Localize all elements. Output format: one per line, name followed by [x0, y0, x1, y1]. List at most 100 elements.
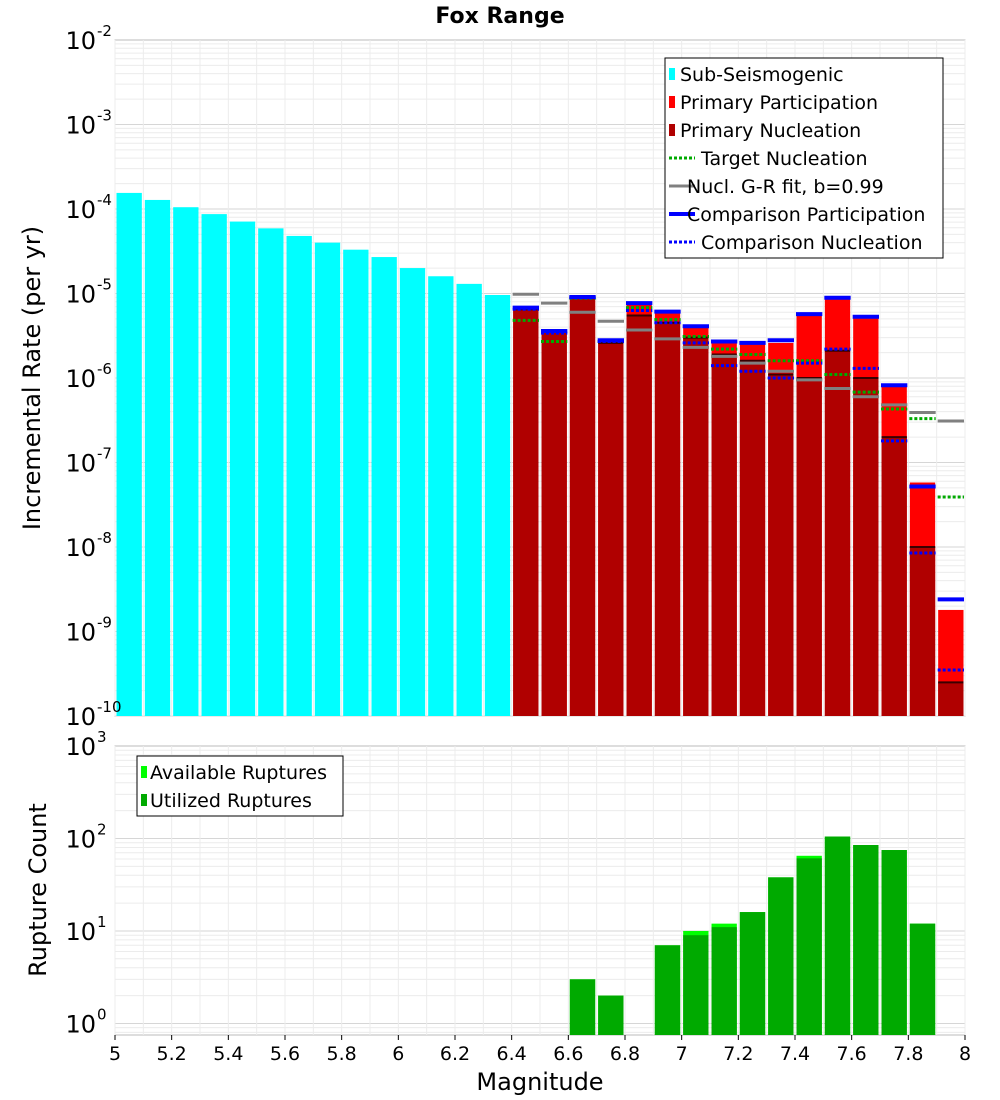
utilized-ruptures-bar	[909, 923, 936, 1035]
legend-label-primary-participation: Primary Participation	[680, 92, 878, 114]
legend-label-nucl-g-r-fit-b-0-99: Nucl. G-R fit, b=0.99	[687, 176, 884, 198]
primary-nucleation-bar	[683, 337, 709, 716]
utilized-ruptures-bar	[711, 927, 737, 1035]
x-axis-label: Magnitude	[476, 1068, 603, 1096]
utilized-ruptures-bar	[824, 836, 851, 1035]
x-tick-label: 8	[959, 1043, 971, 1065]
sub-seismogenic-bar	[229, 221, 256, 716]
bottom-legend: Available Ruptures Utilized Ruptures	[136, 755, 344, 817]
bottom-legend-box	[136, 755, 344, 817]
legend-swatch-available-ruptures	[141, 766, 147, 778]
utilized-ruptures-bar	[569, 979, 596, 1035]
x-tick-label: 5.4	[213, 1043, 243, 1065]
x-tick-label: 6.6	[553, 1043, 583, 1065]
utilized-ruptures-bar	[853, 845, 879, 1035]
sub-seismogenic-bar	[258, 228, 284, 716]
utilized-ruptures-bar	[768, 877, 794, 1035]
bottom-y-tick-exponent: 0	[97, 1005, 107, 1023]
x-tick-label: 6.8	[610, 1043, 640, 1065]
primary-nucleation-bar	[853, 378, 879, 716]
x-tick-label: 7.6	[837, 1043, 867, 1065]
legend-label-primary-nucleation: Primary Nucleation	[680, 120, 861, 142]
utilized-ruptures-bar	[739, 912, 766, 1035]
sub-seismogenic-bar	[371, 257, 397, 716]
primary-nucleation-bar	[711, 354, 737, 716]
utilized-ruptures-bar	[654, 945, 681, 1035]
x-tick-label: 7.2	[723, 1043, 753, 1065]
sub-seismogenic-bar	[343, 249, 369, 716]
bottom-y-tick-exponent: 3	[97, 728, 107, 746]
top-y-axis-label: Incremental Rate (per yr)	[18, 226, 46, 530]
sub-seismogenic-bar	[484, 294, 511, 716]
top-bars	[116, 192, 964, 717]
sub-seismogenic-bar	[456, 283, 482, 716]
top-y-tick-label: 10	[65, 450, 96, 478]
sub-seismogenic-bar	[314, 242, 341, 717]
bottom-gridlines	[114, 746, 966, 1035]
x-tick-label: 6	[392, 1043, 404, 1065]
top-y-tick-exponent: -2	[97, 22, 112, 40]
bottom-y-tick-label: 10	[65, 733, 96, 761]
x-tick-label: 7.8	[893, 1043, 923, 1065]
primary-nucleation-bar	[654, 322, 681, 716]
top-y-tick-label: 10	[65, 534, 96, 562]
primary-nucleation-bar	[796, 378, 822, 716]
top-y-tick-exponent: -6	[97, 360, 112, 378]
primary-nucleation-bar	[768, 374, 794, 716]
sub-seismogenic-bar	[173, 207, 199, 716]
primary-nucleation-bar	[881, 437, 907, 716]
bottom-y-tick-label: 10	[65, 918, 96, 946]
x-tick-label: 6.4	[497, 1043, 527, 1065]
top-rate-markers	[512, 292, 964, 672]
bottom-bars	[569, 836, 936, 1035]
x-tick-label: 5.6	[270, 1043, 300, 1065]
utilized-ruptures-bar	[881, 850, 907, 1035]
primary-nucleation-bar	[824, 350, 851, 716]
bottom-x-ticks: 5 5.2 5.4 5.6 5.8 6 6.2 6.4 6.6 6.8 7 7.2 7.4 7.6 7.8 8	[109, 1035, 971, 1065]
primary-nucleation-bar	[541, 332, 567, 716]
primary-nucleation-bar	[569, 297, 596, 716]
top-y-tick-exponent: -8	[97, 529, 112, 547]
top-y-tick-label: 10	[65, 281, 96, 309]
top-y-tick-label: 10	[65, 365, 96, 393]
chart-title: Fox Range	[435, 4, 564, 29]
top-y-tick-label: 10	[65, 196, 96, 224]
legend-swatch-utilized-ruptures	[141, 794, 147, 806]
bottom-y-tick-label: 10	[65, 825, 96, 853]
x-tick-label: 7	[676, 1043, 688, 1065]
sub-seismogenic-bar	[399, 268, 426, 716]
legend-swatch-primary-nucleation	[669, 124, 675, 136]
top-y-tick-label: 10	[65, 703, 96, 731]
top-legend: Sub-Seismogenic Primary Participation Prim…	[664, 57, 944, 259]
sub-seismogenic-bar	[428, 276, 454, 716]
legend-swatch-sub-seismogenic	[669, 68, 675, 80]
sub-seismogenic-bar	[286, 235, 312, 716]
legend-label-sub-seismogenic: Sub-Seismogenic	[680, 64, 844, 86]
x-tick-label: 5.8	[327, 1043, 357, 1065]
sub-seismogenic-bar	[201, 214, 227, 716]
x-tick-label: 6.2	[440, 1043, 470, 1065]
legend-label-comparison-nucleation: Comparison Nucleation	[701, 232, 923, 254]
sub-seismogenic-bar	[116, 192, 142, 716]
utilized-ruptures-bar	[683, 935, 709, 1035]
sub-seismogenic-bar	[144, 199, 171, 717]
legend-label-available-ruptures: Available Ruptures	[150, 762, 327, 784]
bottom-y-tick-exponent: 2	[97, 820, 107, 838]
x-tick-label: 7.4	[780, 1043, 810, 1065]
x-tick-label: 5.2	[157, 1043, 187, 1065]
top-y-tick-exponent: -10	[97, 698, 122, 716]
top-y-tick-exponent: -9	[97, 614, 112, 632]
primary-nucleation-bar	[909, 547, 936, 716]
top-y-tick-label: 10	[65, 27, 96, 55]
primary-nucleation-bar	[626, 315, 652, 716]
top-y-tick-label: 10	[65, 112, 96, 140]
top-y-tick-exponent: -5	[97, 276, 112, 294]
primary-nucleation-bar	[598, 342, 624, 716]
top-y-tick-exponent: -3	[97, 107, 112, 125]
legend-swatch-primary-participation	[669, 96, 675, 108]
legend-label-utilized-ruptures: Utilized Ruptures	[150, 790, 312, 812]
